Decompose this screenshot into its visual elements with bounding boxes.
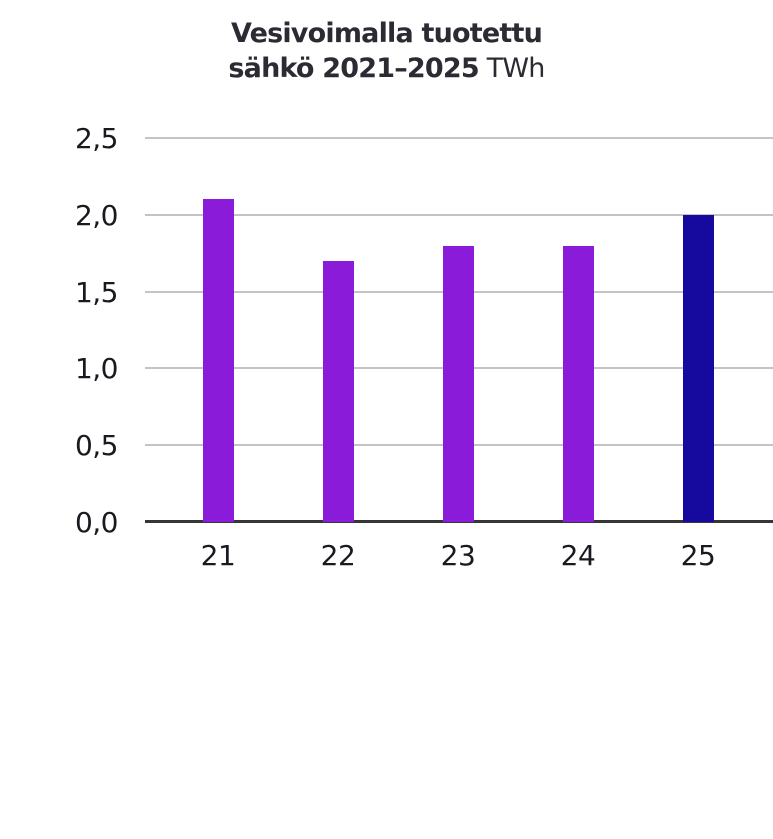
- gridline-2,5: [145, 137, 773, 139]
- y-tick-label-1,0: 1,0: [74, 352, 119, 386]
- gridline-2,0: [145, 213, 773, 216]
- x-tick-label-22: 22: [320, 539, 356, 572]
- chart-title-unit: TWh: [486, 53, 546, 84]
- chart-title-line2-text: sähkö 2021–2025: [228, 53, 479, 84]
- x-tick-label-25: 25: [680, 539, 716, 572]
- x-tick-label-24: 24: [560, 539, 596, 572]
- chart-title-line1-text: Vesivoimalla tuotettu: [230, 18, 543, 49]
- y-tick-label-0,5: 0,5: [74, 429, 119, 463]
- bar-24: [562, 245, 594, 522]
- bar-22: [322, 260, 354, 522]
- y-tick-label-1,5: 1,5: [74, 275, 119, 309]
- chart-title: Vesivoimalla tuotettu sähkö 2021–2025 TW…: [0, 16, 773, 86]
- chart-title-line2: sähkö 2021–2025 TWh: [0, 51, 773, 86]
- y-tick-label-2,0: 2,0: [74, 198, 119, 232]
- bar-21: [202, 199, 234, 522]
- x-tick-label-21: 21: [200, 539, 236, 572]
- x-tick-label-23: 23: [440, 539, 476, 572]
- y-tick-label-2,5: 2,5: [74, 122, 119, 155]
- y-tick-label-0,0: 0,0: [74, 506, 119, 539]
- bar-25: [682, 214, 714, 522]
- bar-23: [442, 245, 474, 522]
- chart-title-line1: Vesivoimalla tuotettu: [0, 16, 773, 51]
